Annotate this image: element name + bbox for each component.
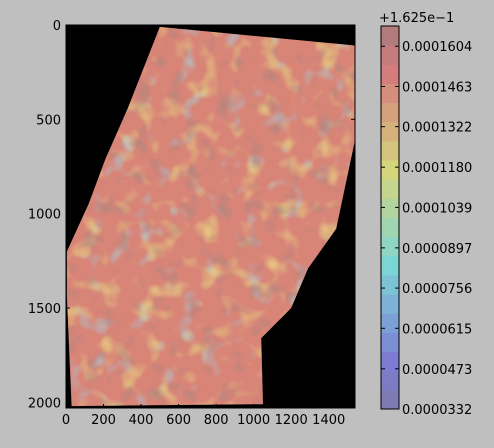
colorbar-band bbox=[381, 198, 399, 218]
main-axes: 0 200 400 600 800 1000 1200 1400 0 500 1000 1500 20… bbox=[28, 19, 356, 428]
y-tick-label: 500 bbox=[36, 113, 61, 128]
colorbar-band bbox=[381, 217, 399, 238]
colorbar: 0.0001604 0.0001463 0.0001322 0.0001180 0.00… bbox=[379, 11, 472, 418]
y-tick-label: 1500 bbox=[28, 302, 61, 317]
x-axis: 0 200 400 600 800 1000 1200 1400 bbox=[62, 25, 345, 428]
colorbar-tick-label: 0.0000615 bbox=[402, 322, 472, 337]
colorbar-tick-label: 0.0001604 bbox=[402, 40, 472, 55]
x-tick-label: 400 bbox=[129, 413, 154, 428]
colorbar-band bbox=[381, 389, 399, 410]
colorbar-tick-label: 0.0000756 bbox=[402, 282, 472, 297]
colorbar-band bbox=[381, 313, 399, 333]
colorbar-band bbox=[381, 370, 399, 391]
x-tick-label: 1400 bbox=[312, 413, 345, 428]
colorbar-band bbox=[381, 64, 399, 84]
x-tick-label: 800 bbox=[204, 413, 229, 428]
axes-frame bbox=[65, 24, 356, 409]
colorbar-band bbox=[381, 294, 399, 314]
x-tick-label: 1200 bbox=[275, 413, 308, 428]
colorbar-band bbox=[381, 255, 399, 276]
colorbar-band bbox=[381, 236, 399, 257]
colorbar-band bbox=[381, 179, 399, 199]
colorbar-band bbox=[381, 83, 399, 104]
colorbar-band bbox=[381, 274, 399, 295]
y-tick-label: 0 bbox=[53, 19, 61, 34]
colorbar-band bbox=[381, 332, 399, 353]
colorbar-band bbox=[381, 26, 399, 46]
x-tick-label: 1000 bbox=[237, 413, 270, 428]
colorbar-ticks: 0.0001604 0.0001463 0.0001322 0.0001180 0.00… bbox=[381, 40, 472, 418]
x-tick-label: 600 bbox=[166, 413, 191, 428]
colorbar-band bbox=[381, 140, 399, 161]
colorbar-band bbox=[381, 102, 399, 123]
colorbar-tick-label: 0.0000332 bbox=[402, 403, 472, 418]
colorbar-tick-label: 0.0000473 bbox=[402, 363, 472, 378]
colorbar-tick-label: 0.0001180 bbox=[402, 161, 472, 176]
x-tick-label: 200 bbox=[91, 413, 116, 428]
colorbar-band bbox=[381, 160, 399, 180]
colorbar-tick-label: 0.0001322 bbox=[402, 121, 472, 136]
colorbar-tick-label: 0.0001039 bbox=[402, 201, 472, 216]
y-tick-label: 1000 bbox=[28, 208, 61, 223]
colorbar-band bbox=[381, 45, 399, 65]
colorbar-band bbox=[381, 351, 399, 372]
colorbar-band bbox=[381, 121, 399, 142]
heatmap-image bbox=[66, 26, 355, 407]
colorbar-tick-label: 0.0000897 bbox=[402, 242, 472, 257]
colorbar-frame bbox=[380, 25, 400, 410]
y-axis: 0 500 1000 1500 2000 bbox=[28, 19, 355, 411]
colorbar-offset-label: +1.625e−1 bbox=[379, 11, 454, 26]
y-tick-label: 2000 bbox=[28, 396, 61, 411]
colorbar-tick-label: 0.0001463 bbox=[402, 80, 472, 95]
x-tick-label: 0 bbox=[62, 413, 70, 428]
colorbar-bands bbox=[381, 25, 399, 410]
